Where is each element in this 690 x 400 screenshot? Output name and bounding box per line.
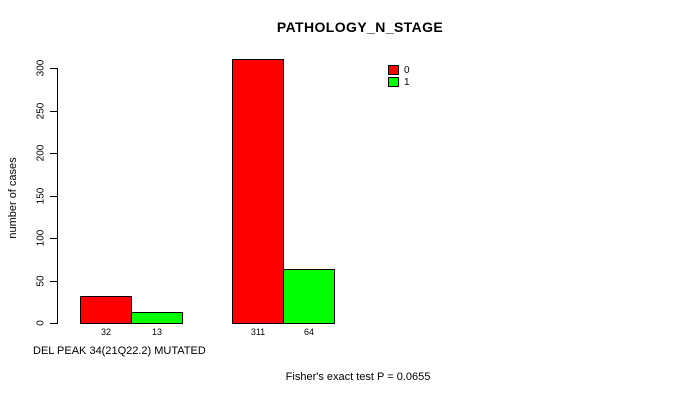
y-tick-label: 300 bbox=[35, 59, 47, 77]
chart-title: PATHOLOGY_N_STAGE bbox=[276, 19, 444, 35]
y-tick-mark bbox=[50, 280, 58, 282]
legend-entry: 0 bbox=[388, 64, 410, 76]
bar-value-label: 311 bbox=[250, 327, 266, 337]
y-tick-label: 250 bbox=[35, 102, 47, 119]
y-tick-mark bbox=[50, 323, 58, 324]
legend-label: 1 bbox=[404, 76, 410, 88]
y-tick-mark bbox=[50, 110, 58, 112]
y-tick-mark bbox=[50, 68, 58, 69]
legend-swatch-icon bbox=[388, 77, 399, 87]
bar-value-label: 13 bbox=[151, 327, 163, 337]
y-tick-label: 0 bbox=[35, 320, 47, 326]
y-tick-mark bbox=[50, 238, 58, 239]
bar-series-1-group-1 bbox=[131, 312, 183, 324]
y-tick-label: 150 bbox=[35, 187, 47, 204]
bar-series-1-group-2 bbox=[283, 269, 335, 324]
legend-entry: 1 bbox=[388, 76, 410, 88]
y-tick-label: 50 bbox=[35, 274, 47, 287]
y-tick-label: 200 bbox=[35, 144, 47, 162]
legend-swatch-icon bbox=[388, 65, 399, 75]
statistics-note: Fisher's exact test P = 0.0655 bbox=[285, 371, 431, 383]
bar-value-label: 64 bbox=[303, 327, 315, 337]
x-axis-title: DEL PEAK 34(21Q22.2) MUTATED bbox=[33, 345, 206, 357]
bar-series-0-group-2 bbox=[232, 59, 284, 324]
bar-series-0-group-1 bbox=[80, 296, 132, 324]
bar-value-label: 32 bbox=[100, 327, 112, 337]
y-tick-mark bbox=[50, 153, 58, 154]
y-tick-label: 100 bbox=[35, 229, 47, 247]
legend-label: 0 bbox=[404, 64, 410, 76]
y-axis-title: number of cases bbox=[7, 157, 19, 239]
y-tick-mark bbox=[50, 195, 58, 197]
